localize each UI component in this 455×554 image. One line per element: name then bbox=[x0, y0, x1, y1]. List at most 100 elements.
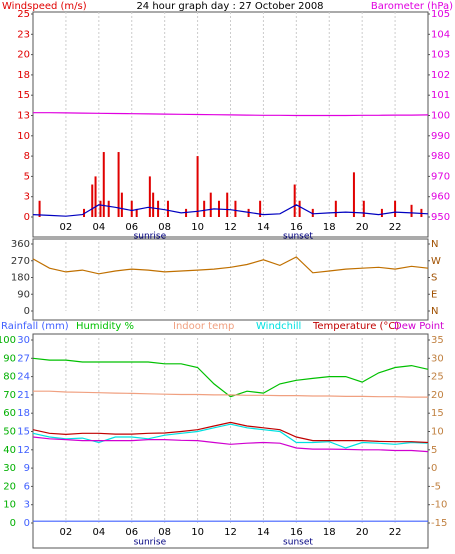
y-tick-label: 13 bbox=[17, 111, 30, 122]
bar bbox=[94, 176, 97, 217]
y2-tick-label: 990 bbox=[431, 131, 450, 142]
y-tick-label: 360 bbox=[11, 239, 30, 250]
x-tick-label: 22 bbox=[389, 222, 402, 233]
bar bbox=[410, 204, 413, 217]
y2-tick-label: 102 bbox=[431, 70, 450, 81]
y-tick-label: 270 bbox=[11, 256, 30, 267]
y-tick-label: 180 bbox=[11, 273, 30, 284]
y3-tick-label: 12 bbox=[17, 445, 30, 456]
x-tick-label: 08 bbox=[158, 222, 171, 233]
x-tick-label: 02 bbox=[60, 527, 73, 538]
bar bbox=[259, 200, 262, 217]
y2-tick-label: 980 bbox=[431, 151, 450, 162]
y-tick-label: 0 bbox=[10, 518, 16, 529]
y3-tick-label: 6 bbox=[24, 481, 30, 492]
bar bbox=[107, 200, 110, 217]
y3-tick-label: 0 bbox=[24, 518, 30, 529]
x-tick-label: 02 bbox=[60, 222, 73, 233]
bar bbox=[234, 200, 237, 217]
x-tick-label: 10 bbox=[191, 222, 204, 233]
line bbox=[32, 204, 429, 217]
y2-tick-label: 0 bbox=[431, 463, 437, 474]
y3-tick-label: 18 bbox=[17, 408, 30, 419]
y-tick-label: 60 bbox=[3, 408, 16, 419]
y-tick-label: 3 bbox=[24, 192, 30, 203]
legend-entry: Humidity % bbox=[76, 321, 134, 332]
y-tick-label: 50 bbox=[3, 427, 16, 438]
x-tick-label: 12 bbox=[224, 527, 237, 538]
y2-tick-label: S bbox=[431, 273, 437, 284]
chart-title: 24 hour graph day : 27 October 2008 bbox=[136, 1, 323, 12]
panel-frame bbox=[32, 238, 429, 321]
y3-tick-label: 9 bbox=[24, 463, 30, 474]
y2-tick-label: E bbox=[431, 289, 437, 300]
bar bbox=[135, 208, 138, 217]
y-tick-label: 8 bbox=[24, 151, 30, 162]
bar bbox=[152, 192, 155, 217]
x-tick-label: 12 bbox=[224, 222, 237, 233]
y2-tick-label: 105 bbox=[431, 9, 450, 20]
line bbox=[32, 256, 429, 275]
y2-tick-label: 15 bbox=[431, 408, 444, 419]
y2-tick-label: N bbox=[431, 239, 438, 250]
y2-tick-label: 100 bbox=[431, 111, 450, 122]
y3-tick-label: 3 bbox=[24, 500, 30, 511]
bar bbox=[196, 156, 199, 217]
line bbox=[33, 112, 429, 117]
bar bbox=[203, 200, 206, 217]
bar bbox=[117, 152, 120, 217]
y-tick-label: 20 bbox=[3, 481, 16, 492]
line bbox=[32, 421, 429, 444]
annotation: sunrise bbox=[134, 538, 167, 548]
y-tick-label: 40 bbox=[3, 445, 16, 456]
y2-tick-label: N bbox=[431, 306, 438, 317]
bar bbox=[352, 172, 355, 217]
line bbox=[32, 436, 429, 453]
bar bbox=[130, 200, 133, 217]
x-tick-label: 10 bbox=[191, 527, 204, 538]
x-tick-label: 14 bbox=[257, 527, 270, 538]
legend-entry: Windchill bbox=[256, 321, 301, 332]
y2-tick-label: 5 bbox=[431, 445, 437, 456]
y2-tick-label: 104 bbox=[431, 29, 450, 40]
y2-tick-label: -15 bbox=[431, 518, 447, 529]
y2-tick-label: 960 bbox=[431, 192, 450, 203]
line bbox=[32, 423, 429, 449]
y2-tick-label: 970 bbox=[431, 171, 450, 182]
bar bbox=[38, 200, 41, 217]
y3-tick-label: 27 bbox=[17, 353, 30, 364]
line bbox=[32, 357, 429, 398]
x-tick-label: 16 bbox=[290, 527, 303, 538]
bar bbox=[148, 176, 151, 217]
y2-tick-label: 30 bbox=[431, 353, 444, 364]
x-tick-label: 14 bbox=[257, 222, 270, 233]
legend-entry: Dew Point bbox=[394, 321, 444, 332]
y-tick-label: 80 bbox=[3, 372, 16, 383]
x-tick-label: 16 bbox=[290, 222, 303, 233]
bar bbox=[209, 192, 212, 217]
y3-tick-label: 30 bbox=[17, 335, 30, 346]
line bbox=[33, 390, 428, 398]
y-tick-label: 0 bbox=[24, 306, 30, 317]
y2-tick-label: 950 bbox=[431, 212, 450, 223]
annotation: sunset bbox=[283, 232, 313, 242]
y3-tick-label: 21 bbox=[17, 390, 30, 401]
bar bbox=[226, 192, 229, 217]
y-tick-label: 23 bbox=[17, 29, 30, 40]
x-tick-label: 18 bbox=[323, 527, 336, 538]
y3-tick-label: 15 bbox=[17, 427, 30, 438]
y-tick-label: 90 bbox=[3, 353, 16, 364]
bar bbox=[102, 152, 105, 217]
y-tick-label: 5 bbox=[24, 171, 30, 182]
y-tick-label: 25 bbox=[17, 9, 30, 20]
y-tick-label: 10 bbox=[3, 500, 16, 511]
y2-tick-label: W bbox=[431, 256, 441, 267]
y-tick-label: 18 bbox=[17, 70, 30, 81]
x-tick-label: 18 bbox=[323, 222, 336, 233]
y-tick-label: 15 bbox=[17, 90, 30, 101]
y-tick-label: 90 bbox=[17, 289, 30, 300]
x-tick-label: 04 bbox=[92, 222, 105, 233]
y2-tick-label: 10 bbox=[431, 427, 444, 438]
